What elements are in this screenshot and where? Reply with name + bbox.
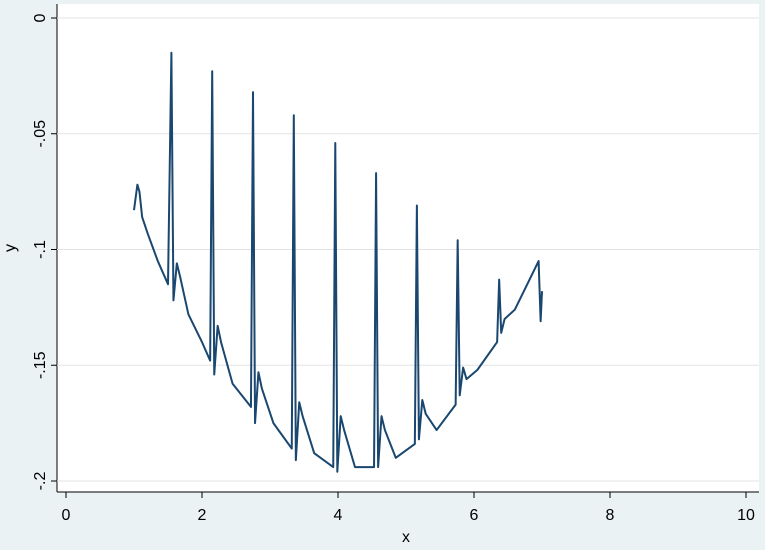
- x-tick-label: 10: [737, 507, 755, 524]
- x-tick-label: 0: [62, 507, 71, 524]
- x-axis-label: x: [402, 529, 410, 546]
- data-line: [133, 51, 543, 473]
- y-tick-label: -.15: [32, 351, 49, 379]
- y-axis-label: y: [2, 244, 19, 252]
- plot-area: [57, 4, 759, 492]
- y-tick-label: -.05: [32, 120, 49, 148]
- y-tick-label: -.2: [32, 472, 49, 491]
- y-tick-label: -.1: [32, 240, 49, 259]
- x-tick-label: 8: [606, 507, 615, 524]
- x-tick-label: 6: [470, 507, 479, 524]
- x-tick-label: 4: [334, 507, 343, 524]
- x-tick-label: 2: [198, 507, 207, 524]
- y-tick-label: 0: [32, 13, 49, 22]
